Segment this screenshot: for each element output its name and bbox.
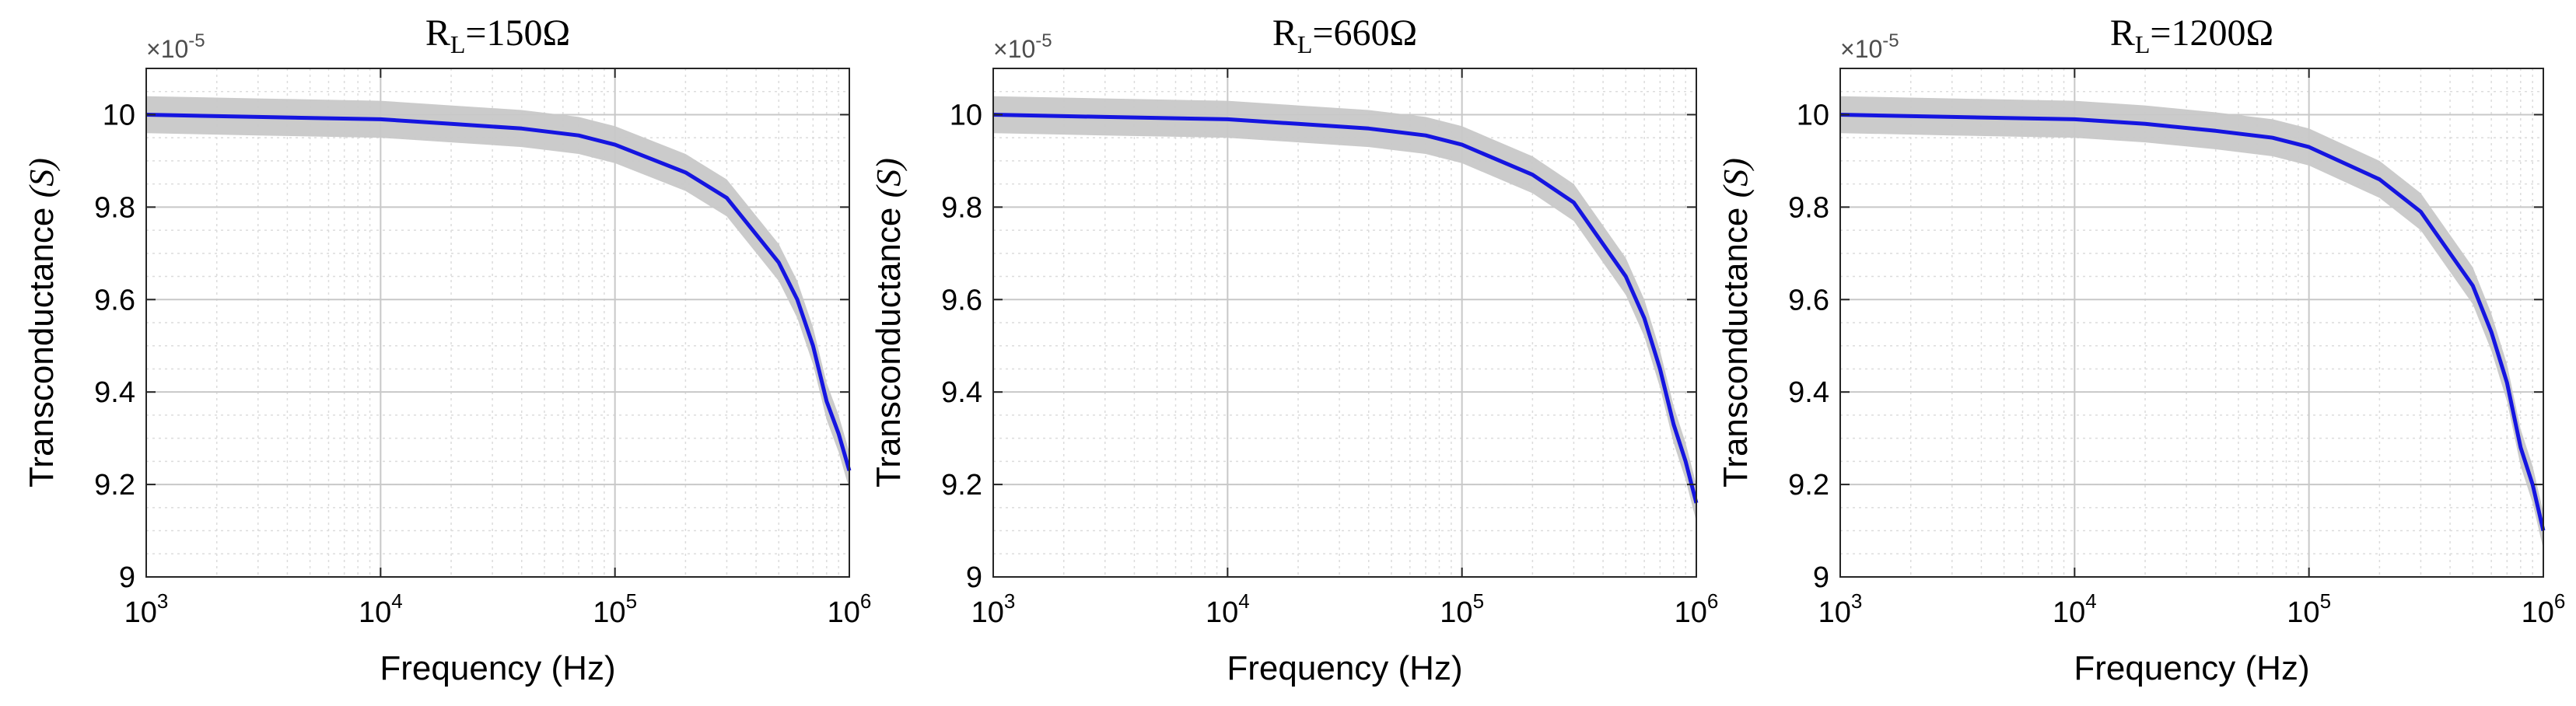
x-tick-base: 10: [124, 596, 157, 629]
x-axis-label: Frequency (Hz): [2074, 649, 2309, 687]
x-tick-label: 106: [828, 589, 872, 629]
y-axis-label-unit: (S): [23, 158, 61, 197]
y-tick-label: 10: [103, 99, 135, 131]
x-tick-exponent: 5: [2320, 589, 2331, 613]
x-axis-label: Frequency (Hz): [380, 649, 615, 687]
axes-box: [145, 68, 850, 578]
y-tick-label: 9.8: [941, 191, 982, 224]
title-rest: =150Ω: [465, 12, 570, 54]
x-tick-exponent: 5: [626, 589, 637, 613]
y-multiplier-prefix: ×10: [993, 35, 1035, 63]
y-multiplier-exponent: -5: [1882, 30, 1899, 51]
y-tick-label: 9.4: [1788, 376, 1829, 409]
title-main: R: [1272, 12, 1297, 54]
x-tick-base: 10: [1440, 596, 1472, 629]
y-tick-label: 10: [1797, 99, 1829, 131]
axes-box: [992, 68, 1697, 578]
x-tick-base: 10: [2287, 596, 2319, 629]
title-subscript: L: [1297, 30, 1313, 58]
y-tick-label: 9.4: [94, 376, 135, 409]
y-tick-label: 9.6: [1788, 284, 1829, 316]
y-axis-label-unit: (S): [870, 158, 908, 197]
y-tick-label: 9.2: [941, 469, 982, 502]
y-tick-label: 10: [950, 99, 982, 131]
x-tick-base: 10: [828, 596, 860, 629]
y-multiplier: ×10-5: [1840, 30, 1899, 63]
y-axis-label-text: Transconductance: [1717, 197, 1755, 488]
x-tick-label: 106: [1675, 589, 1719, 629]
y-multiplier: ×10-5: [993, 30, 1052, 63]
x-tick-label: 104: [1206, 589, 1250, 629]
series-mean-line: [145, 113, 852, 471]
x-tick-base: 10: [359, 596, 391, 629]
y-multiplier: ×10-5: [146, 30, 205, 63]
title-main: R: [425, 12, 450, 54]
chart-title: RL=1200Ω: [2110, 12, 2273, 58]
y-tick-label: 9.8: [94, 191, 135, 224]
x-tick-label: 105: [1440, 589, 1484, 629]
x-tick-exponent: 3: [1851, 589, 1862, 613]
y-axis-label: Transconductance (S): [870, 158, 908, 488]
x-tick-label: 105: [2287, 589, 2331, 629]
x-tick-base: 10: [971, 596, 1004, 629]
x-tick-base: 10: [1818, 596, 1851, 629]
x-tick-label: 103: [971, 589, 1016, 629]
series-mean-line: [992, 113, 1699, 504]
x-tick-label: 104: [359, 589, 403, 629]
title-main: R: [2110, 12, 2135, 54]
grid: [1839, 68, 2544, 578]
x-tick-base: 10: [2522, 596, 2554, 629]
x-tick-base: 10: [1675, 596, 1707, 629]
x-tick-exponent: 4: [391, 589, 402, 613]
chart-title: RL=660Ω: [1272, 12, 1417, 58]
y-tick-label: 9.2: [1788, 469, 1829, 502]
y-tick-label: 9.2: [94, 469, 135, 502]
x-tick-exponent: 5: [1473, 589, 1484, 613]
y-tick-label: 9.6: [94, 284, 135, 316]
y-axis-label-unit: (S): [1717, 158, 1755, 197]
x-axis-label: Frequency (Hz): [1227, 649, 1462, 687]
x-tick-label: 103: [1818, 589, 1863, 629]
x-tick-exponent: 4: [1238, 589, 1249, 613]
x-tick-exponent: 4: [2085, 589, 2096, 613]
y-axis-label-text: Transconductance: [870, 197, 908, 488]
x-tick-exponent: 6: [1707, 589, 1718, 613]
x-tick-exponent: 3: [157, 589, 168, 613]
axes-box: [1839, 68, 2544, 578]
y-tick-label: 9: [966, 561, 982, 594]
y-tick-label: 9.8: [1788, 191, 1829, 224]
y-multiplier-prefix: ×10: [146, 35, 188, 63]
chart-title: RL=150Ω: [425, 12, 570, 58]
title-subscript: L: [2135, 30, 2151, 58]
x-tick-label: 106: [2522, 589, 2566, 629]
x-tick-base: 10: [593, 596, 625, 629]
x-tick-label: 104: [2053, 589, 2097, 629]
title-rest: =660Ω: [1312, 12, 1417, 54]
y-multiplier-exponent: -5: [188, 30, 205, 51]
x-tick-exponent: 6: [860, 589, 871, 613]
x-tick-label: 103: [124, 589, 169, 629]
y-tick-label: 9.6: [941, 284, 982, 316]
x-tick-base: 10: [2053, 596, 2085, 629]
x-tick-base: 10: [1206, 596, 1238, 629]
title-rest: =1200Ω: [2150, 12, 2273, 54]
series-mean-line: [1839, 113, 2546, 532]
y-axis-label-text: Transconductance: [23, 197, 61, 488]
y-tick-label: 9: [119, 561, 135, 594]
y-tick-label: 9.4: [941, 376, 982, 409]
y-multiplier-prefix: ×10: [1840, 35, 1882, 63]
y-axis-label: Transconductance (S): [23, 158, 61, 488]
x-tick-exponent: 3: [1004, 589, 1015, 613]
x-tick-exponent: 6: [2554, 589, 2565, 613]
x-tick-label: 105: [593, 589, 637, 629]
y-multiplier-exponent: -5: [1035, 30, 1052, 51]
title-subscript: L: [450, 30, 466, 58]
y-tick-label: 9: [1813, 561, 1829, 594]
y-axis-label: Transconductance (S): [1717, 158, 1755, 488]
